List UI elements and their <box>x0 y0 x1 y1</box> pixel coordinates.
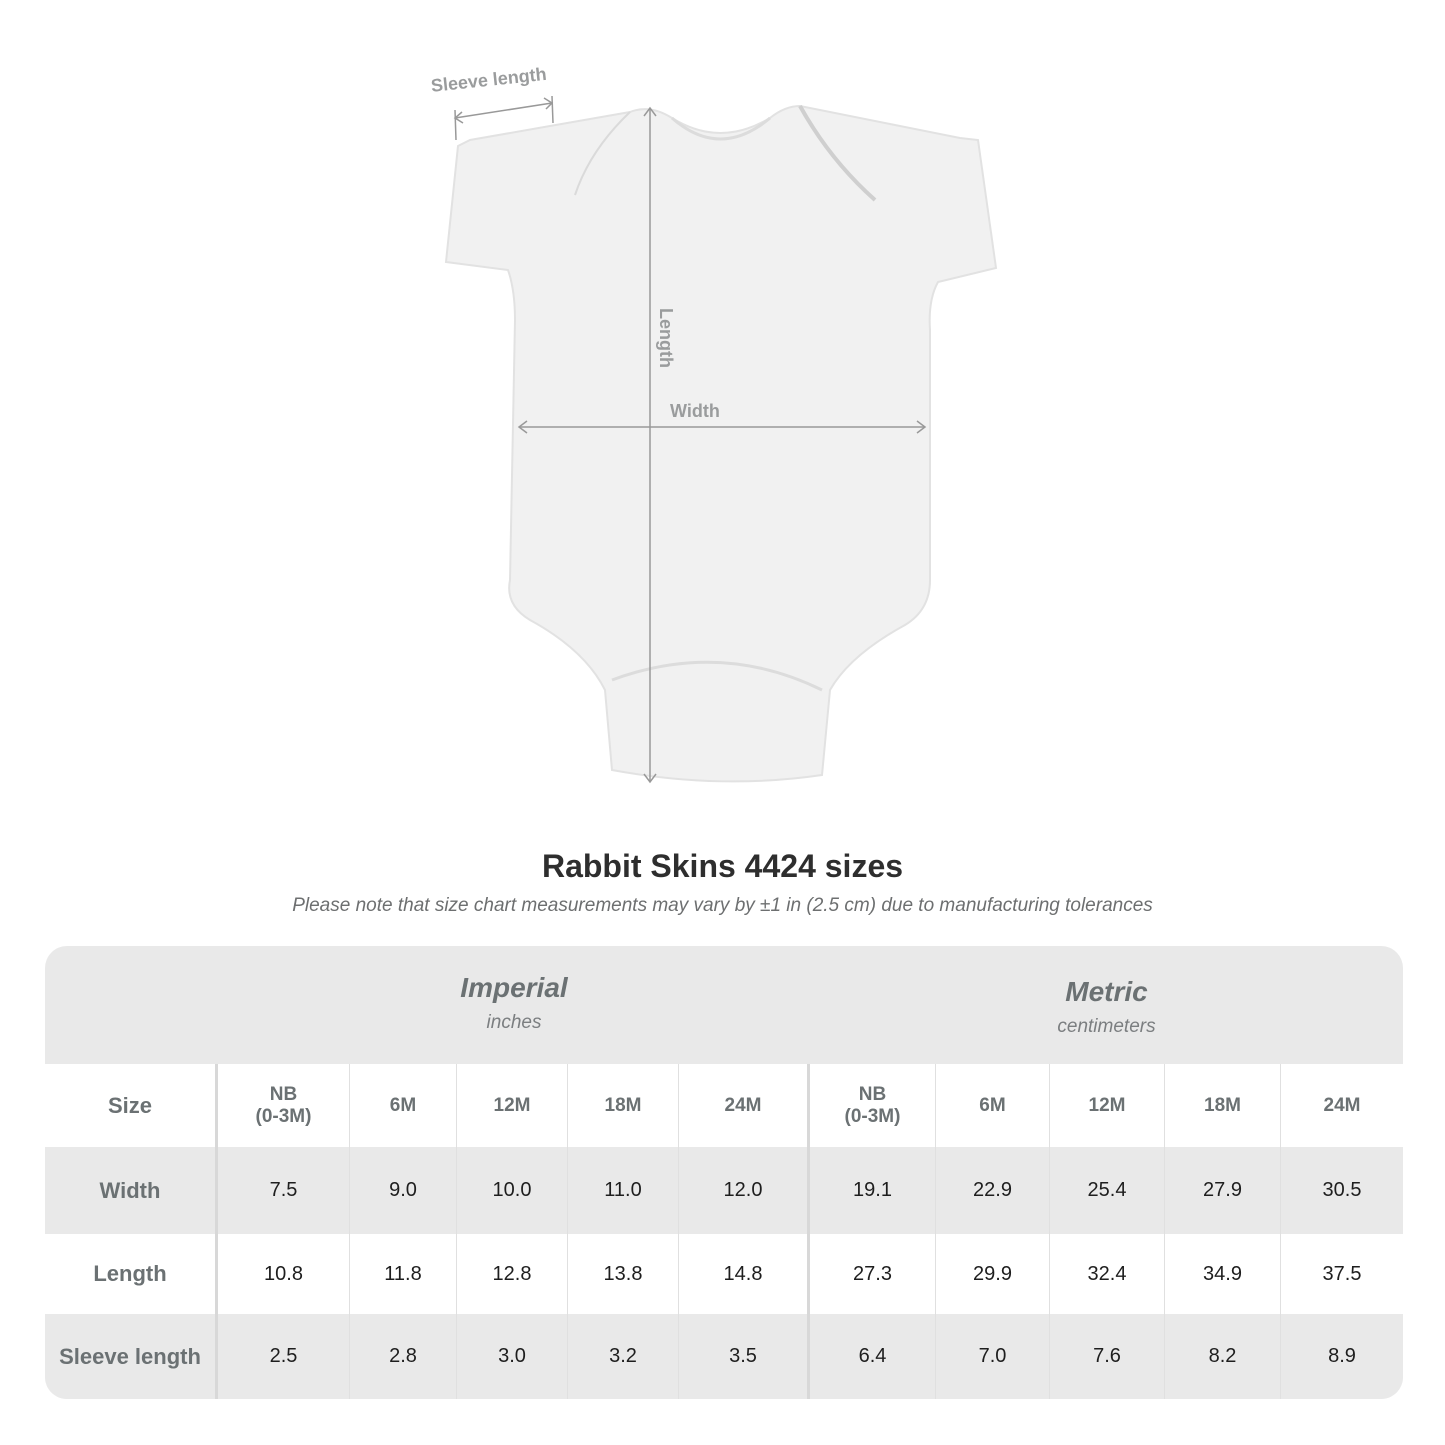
metric-value: 30.5 <box>1322 1179 1362 1201</box>
bodysuit-diagram <box>444 95 998 784</box>
metric-value: 8.2 <box>1165 1314 1281 1399</box>
size-column-header: 18M <box>568 1064 679 1147</box>
header-row: Size NB (0-3M) 6M 12M 18M 24M NB (0-3M) 6M 12M 18… <box>45 1064 1403 1147</box>
width-label: Width <box>670 401 720 421</box>
length-label: Length <box>656 308 676 368</box>
table-row: Length 10.8 11.8 12.8 13.8 14.8 27.3 29.9 32.4 34… <box>45 1234 1403 1314</box>
imperial-value: 2.8 <box>350 1314 457 1399</box>
imperial-title: Imperial <box>460 972 568 1003</box>
imperial-value: 3.0 <box>457 1314 568 1399</box>
metric-value: 34.9 <box>1165 1234 1281 1314</box>
imperial-value: 2.5 <box>218 1314 350 1399</box>
size-chart-table: Imperial inches Metric centimeters Size N… <box>45 946 1403 1399</box>
imperial-value: 3.2 <box>568 1314 679 1399</box>
metric-value: 27.9 <box>1165 1147 1281 1234</box>
imperial-value: 7.5 <box>218 1147 350 1234</box>
metric-value: 37.5 <box>1322 1262 1362 1285</box>
size-column-header: 24M <box>679 1064 810 1147</box>
size-column-header: 6M <box>936 1064 1050 1147</box>
size-column-header: NB (0-3M) <box>218 1064 350 1147</box>
size-column-header: 12M <box>1050 1064 1165 1147</box>
metric-value: 6.4 <box>810 1314 936 1399</box>
length-arrow <box>643 106 657 784</box>
row-label: Sleeve length <box>45 1314 218 1399</box>
metric-value: 7.6 <box>1050 1314 1165 1399</box>
metric-value: 8.9 <box>1328 1345 1356 1367</box>
imperial-value: 10.8 <box>218 1234 350 1314</box>
metric-title: Metric <box>1065 976 1148 1007</box>
table-row: Sleeve length 2.5 2.8 3.0 3.2 3.5 6.4 7.0 7.6 8.2… <box>45 1314 1403 1399</box>
imperial-value: 9.0 <box>350 1147 457 1234</box>
imperial-value: 3.5 <box>679 1314 810 1399</box>
metric-header: Metric centimeters <box>810 946 1403 1094</box>
tolerance-note: Please note that size chart measurements… <box>292 895 1153 916</box>
imperial-value: 12.0 <box>679 1147 810 1234</box>
metric-unit: centimeters <box>1057 1016 1156 1037</box>
imperial-value: 11.0 <box>568 1147 679 1234</box>
imperial-value: 12.8 <box>457 1234 568 1314</box>
row-label: Width <box>45 1147 218 1234</box>
size-column-header: 24M <box>1323 1094 1361 1116</box>
imperial-value: 14.8 <box>679 1234 810 1314</box>
imperial-value: 11.8 <box>350 1234 457 1314</box>
metric-value: 25.4 <box>1050 1147 1165 1234</box>
size-column-header: 6M <box>350 1064 457 1147</box>
size-column-header: 18M <box>1165 1064 1281 1147</box>
page-title: Rabbit Skins 4424 sizes <box>541 848 904 884</box>
metric-value: 22.9 <box>936 1147 1050 1234</box>
sleeve-length-arrow <box>453 95 554 141</box>
width-arrow <box>517 420 927 434</box>
size-header: Size <box>45 1064 218 1147</box>
metric-value: 19.1 <box>810 1147 936 1234</box>
imperial-value: 13.8 <box>568 1234 679 1314</box>
metric-value: 7.0 <box>936 1314 1050 1399</box>
bodysuit-image <box>444 104 998 783</box>
imperial-unit: inches <box>486 1012 542 1033</box>
row-label: Length <box>45 1234 218 1314</box>
metric-value: 27.3 <box>810 1234 936 1314</box>
imperial-value: 10.0 <box>457 1147 568 1234</box>
size-column-header: 12M <box>457 1064 568 1147</box>
metric-value: 32.4 <box>1050 1234 1165 1314</box>
imperial-header: Imperial inches <box>218 946 810 1090</box>
metric-value: 29.9 <box>936 1234 1050 1314</box>
table-row: Width 7.5 9.0 10.0 11.0 12.0 19.1 22.9 25.4 27.9 3… <box>45 1147 1403 1234</box>
size-column-header: NB (0-3M) <box>810 1064 936 1147</box>
